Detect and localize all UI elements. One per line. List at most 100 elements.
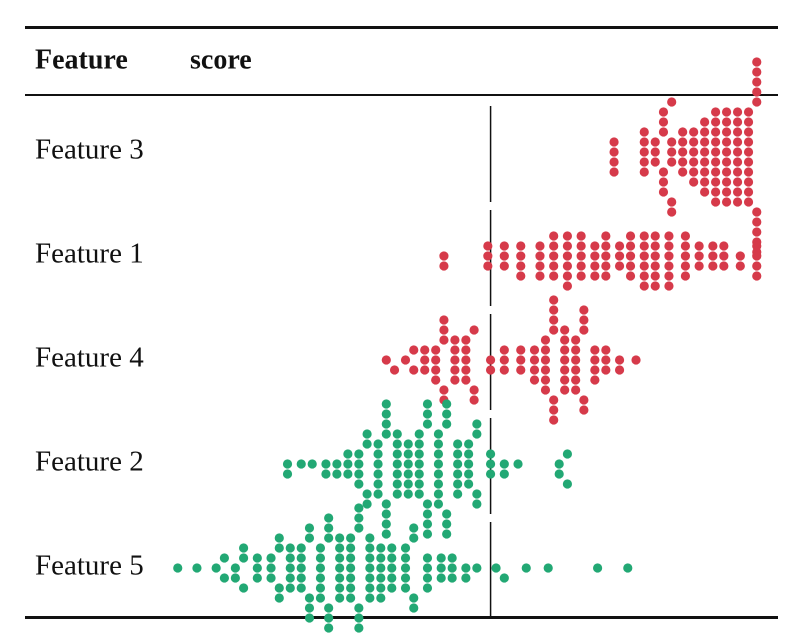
dot [650,251,660,261]
dot [625,251,636,261]
dot [381,429,391,439]
dot [362,489,372,499]
dot [571,345,581,355]
dot [680,261,691,271]
dot [601,365,611,375]
dot [296,543,306,553]
dot [516,271,526,281]
dot [540,335,551,345]
dot [450,355,460,365]
dot [381,409,391,419]
dot [516,345,526,355]
dot [752,87,762,97]
dot [285,583,295,593]
dot [431,355,441,365]
dot [549,405,559,415]
dot [450,365,460,375]
dot [485,355,496,365]
dot [376,543,386,553]
dot [560,365,570,375]
dot [409,365,419,375]
dot [639,137,649,147]
dot [239,543,249,553]
dot [721,107,732,117]
dot [431,375,441,385]
dot [752,217,762,227]
dot [614,355,625,365]
dot [373,489,383,499]
dot [439,251,449,261]
dot [658,187,669,197]
dot [721,197,732,207]
dot [346,553,356,563]
dot [667,137,677,147]
dot [650,271,660,281]
dot [721,167,732,177]
dot [365,563,375,573]
dot [516,251,526,261]
row-label: Feature 4 [35,342,144,374]
dot [516,355,526,365]
dot [562,231,573,241]
dot [461,563,471,573]
dot [464,449,474,459]
dot [450,335,460,345]
dot [554,459,564,469]
dot [332,469,342,479]
dot [274,583,284,593]
dot [639,241,649,251]
dot [230,573,240,583]
dot [365,553,375,563]
dot [324,613,334,623]
dot [700,167,710,177]
dot [483,261,493,271]
dot [439,261,449,271]
dot [219,553,229,563]
dot [392,469,402,479]
dot [571,385,581,395]
dot [743,127,754,137]
dot [752,261,762,271]
dot [420,355,430,365]
dot [387,573,397,583]
dot [732,117,743,127]
dot [732,197,743,207]
dot [590,261,600,271]
dot [472,489,482,499]
dot [614,365,625,375]
dot [285,573,295,583]
dot [453,459,463,469]
dot [667,157,677,167]
dot [721,177,732,187]
dot [743,107,754,117]
dot [422,419,433,429]
dot [560,325,570,335]
dot [373,459,383,469]
dot [721,117,732,127]
dot [700,157,710,167]
dot [732,177,743,187]
dot [700,127,710,137]
dot [365,593,375,603]
dot [614,251,625,261]
dot [442,409,452,419]
dot [324,623,334,633]
dot [472,429,482,439]
dot [752,251,762,261]
dot [436,553,446,563]
dot [472,419,482,429]
dot [732,147,743,157]
dot [433,429,444,439]
dot [549,231,559,241]
dot [392,489,402,499]
dot [664,231,674,241]
dot [362,429,372,439]
dot [562,241,573,251]
dot [549,315,559,325]
dot [324,533,334,543]
dot [562,251,573,261]
dot [422,499,433,509]
dot [658,127,669,137]
dot [576,241,586,251]
